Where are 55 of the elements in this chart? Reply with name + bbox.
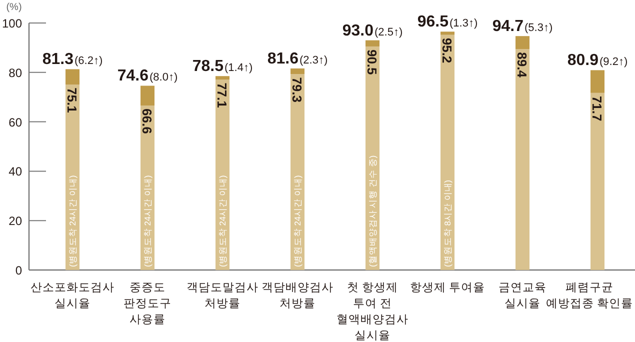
annotation: (병원도착 24시간 이내) (218, 174, 228, 267)
data-label: 66.6 (140, 108, 154, 134)
data-label: (2.3↑) (300, 54, 328, 66)
bar (290, 68, 304, 74)
annotation: (혈액배양검사 시행 건수 중) (368, 155, 378, 267)
y-tick-label: 20 (8, 214, 22, 228)
x-tick-label: 중증도 판정도구 사용률 (124, 282, 172, 326)
annotation: (병원도착 24시간 이내) (292, 174, 303, 267)
x-tick-label: 객담배양검사 처방률 (262, 282, 334, 310)
annotation: (병원도착 8시간 이내) (442, 180, 453, 267)
total-label: 93.0 (342, 22, 374, 40)
data-label: 77.1 (214, 82, 230, 108)
bar (516, 36, 530, 50)
bar (66, 69, 80, 85)
y-axis-title: (%) (6, 2, 22, 13)
data-label: 79.3 (290, 77, 304, 102)
total-label: 94.7 (492, 18, 524, 36)
x-tick-label: 금연교육 실시율 (498, 282, 546, 310)
data-label: (5.3↑) (524, 22, 553, 34)
data-label: 71.7 (590, 96, 604, 122)
data-label: 75.1 (64, 88, 80, 113)
data-label: 89.4 (514, 52, 530, 78)
total-label: 81.3 (42, 51, 74, 68)
bar (440, 32, 454, 35)
data-label: 95.2 (440, 38, 454, 64)
total-label: 96.5 (417, 14, 449, 31)
annotation: (병원도착 24시간 이내) (68, 174, 78, 267)
data-label: (9.2↑) (600, 56, 628, 68)
data-label: (1.4↑) (224, 62, 253, 74)
total-label: 81.6 (267, 50, 299, 68)
data-label: (2.5↑) (374, 26, 403, 38)
y-tick-label: 0 (15, 264, 22, 278)
y-tick-label: 60 (8, 115, 22, 130)
bar (590, 92, 604, 270)
total-label: 80.9 (567, 52, 599, 70)
x-tick-label: 폐렴구균 예방접종 확인률 (546, 282, 633, 310)
x-tick-label: 산소포화도검사 실시율 (30, 282, 114, 310)
data-label: 90.5 (364, 49, 380, 75)
annotation: (병원도착 24시간 이내) (142, 174, 153, 267)
data-label: (8.0↑) (150, 72, 178, 84)
bar (590, 70, 604, 93)
x-tick-label: 첫 항생제 투여 전 혈액배양검사 실시율 (336, 282, 408, 342)
x-tick-label: 항생제 투여율 (410, 282, 486, 294)
data-label: (6.2↑) (74, 55, 103, 68)
y-tick-label: 40 (8, 164, 22, 179)
y-tick-label: 100 (2, 16, 22, 30)
bar (140, 86, 154, 106)
total-label: 78.5 (192, 58, 224, 76)
data-label: (1.3↑) (450, 18, 478, 30)
y-tick-label: 80 (8, 66, 22, 80)
bar (216, 76, 230, 80)
bar (366, 40, 380, 46)
bar (516, 49, 530, 270)
x-tick-label: 객담도말검사 처방률 (186, 282, 258, 310)
total-label: 74.6 (117, 68, 149, 85)
